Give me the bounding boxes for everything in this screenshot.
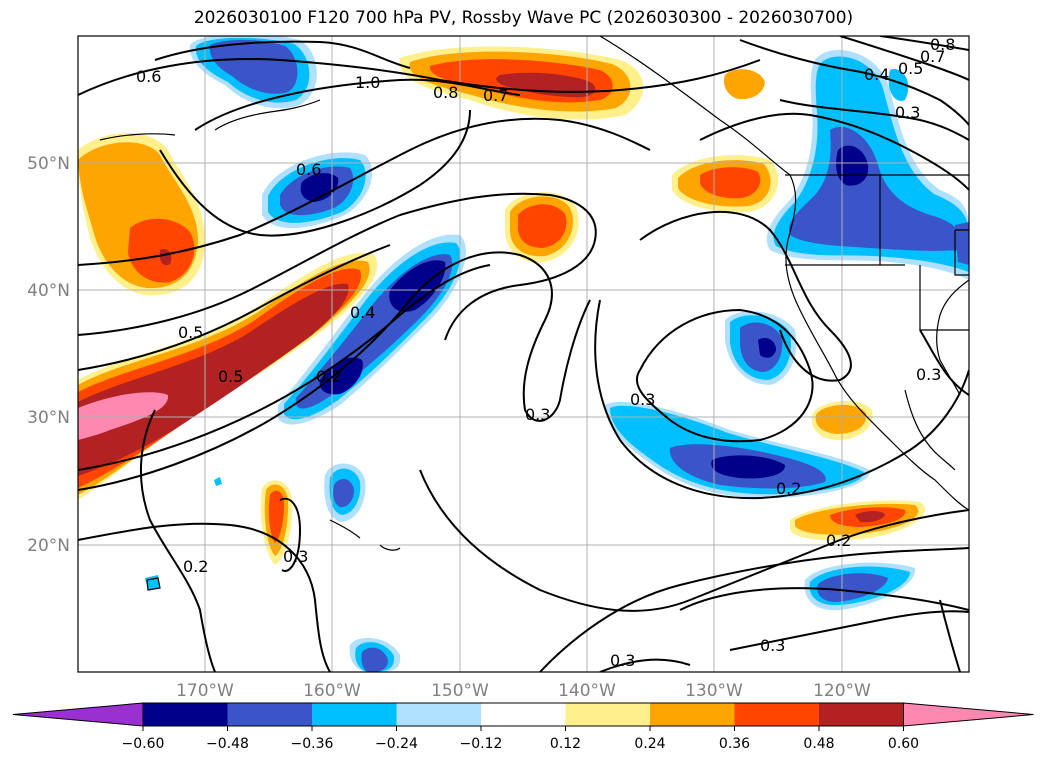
colorbar-tick-label: 0.48 <box>803 736 834 752</box>
colorbar-segment <box>227 703 312 726</box>
contour-label: 0.2 <box>826 531 851 550</box>
colorbar-tick-label: 0.24 <box>634 736 665 752</box>
colorbar-segment <box>312 703 397 726</box>
colorbar-extend-max <box>903 702 1034 727</box>
negative-anomaly-small-islands <box>145 222 969 672</box>
longitude-labels: 170°W 160°W 150°W 140°W 130°W 120°W <box>176 681 871 701</box>
negative-anomaly-northeast <box>766 50 969 280</box>
contour-label: 1.0 <box>355 73 380 92</box>
contour-label: 0.3 <box>916 365 941 384</box>
colorbar-segment <box>734 703 819 726</box>
pv-contours <box>78 36 969 672</box>
colorbar-tick-label: 0.36 <box>719 736 750 752</box>
negative-anomaly-diagonal-band <box>278 234 466 425</box>
contour-label: 0.4 <box>864 65 889 84</box>
contour-label: 0.6 <box>296 160 321 179</box>
colorbar-segment <box>396 703 481 726</box>
colorbar-segment <box>650 703 735 726</box>
negative-anomaly-north <box>189 36 317 109</box>
contour-label: 0.3 <box>525 405 550 424</box>
contour-label: 0.3 <box>283 547 308 566</box>
lon-label: 160°W <box>303 681 361 701</box>
colorbar-segment <box>819 703 904 726</box>
lon-label: 130°W <box>685 681 743 701</box>
contour-label: 0.7 <box>920 47 945 66</box>
colorbar-segment <box>481 703 566 726</box>
colorbar-tick-label: −0.24 <box>375 736 418 752</box>
contour-label: 0.3 <box>630 390 655 409</box>
colorbar-tick-label: −0.36 <box>291 736 334 752</box>
coastlines <box>99 36 969 591</box>
contour-label: 0.8 <box>433 83 458 102</box>
colorbar: −0.60 −0.48 −0.36 −0.24 −0.12 0.12 0.24 0.36 0.4… <box>12 702 1034 752</box>
contour-label: 0.5 <box>178 323 203 342</box>
lon-label: 120°W <box>813 681 871 701</box>
contour-label: 0.2 <box>776 479 801 498</box>
contour-label: 0.2 <box>183 557 208 576</box>
contour-label: 0.7 <box>483 86 508 105</box>
colorbar-tick-label: −0.12 <box>460 736 503 752</box>
negative-anomaly-east <box>725 311 797 385</box>
lon-label: 150°W <box>431 681 489 701</box>
colorbar-tick-label: 0.60 <box>888 736 919 752</box>
contour-label: 0.8 <box>930 35 955 54</box>
contour-label: 0.3 <box>895 103 920 122</box>
contour-label: 0.3 <box>610 651 635 670</box>
contour-label: 0.5 <box>898 59 923 78</box>
lat-label: 40°N <box>27 281 70 301</box>
plot-frame <box>77 35 970 673</box>
contour-label: 0.2 <box>316 367 341 386</box>
negative-anomaly-north-central <box>262 152 373 229</box>
positive-anomaly-subtropical-band <box>78 252 378 500</box>
latitude-labels: 50°N 40°N 30°N 20°N <box>27 154 70 556</box>
lon-label: 140°W <box>558 681 616 701</box>
contour-label: 0.6 <box>136 67 161 86</box>
map-title: 2026030100 F120 700 hPa PV, Rossby Wave … <box>193 8 854 28</box>
contour-label: 0.5 <box>218 367 243 386</box>
positive-anomaly-coast-north <box>672 69 779 213</box>
negative-anomaly-south-band <box>605 401 871 499</box>
contour-label: 0.4 <box>350 303 375 322</box>
lat-label: 30°N <box>27 408 70 428</box>
colorbar-segment <box>143 703 228 726</box>
colorbar-tick-label: −0.48 <box>206 736 249 752</box>
contour-labels: 0.6 1.0 0.8 0.7 0.4 0.5 0.3 0.8 0.7 0.6 … <box>136 35 955 670</box>
colorbar-segment <box>565 703 650 726</box>
colorbar-tick-label: 0.12 <box>550 736 581 752</box>
lat-label: 20°N <box>27 536 70 556</box>
colorbar-extend-min <box>12 702 144 727</box>
positive-anomaly-southeast <box>260 400 925 565</box>
lat-label: 50°N <box>27 154 70 174</box>
gridlines <box>78 36 969 672</box>
contour-label: 0.3 <box>760 636 785 655</box>
positive-anomaly-central <box>505 192 579 263</box>
colorbar-frame <box>142 702 904 727</box>
lon-label: 170°W <box>176 681 234 701</box>
positive-anomaly-west <box>78 133 205 296</box>
colorbar-tick-label: −0.60 <box>122 736 165 752</box>
